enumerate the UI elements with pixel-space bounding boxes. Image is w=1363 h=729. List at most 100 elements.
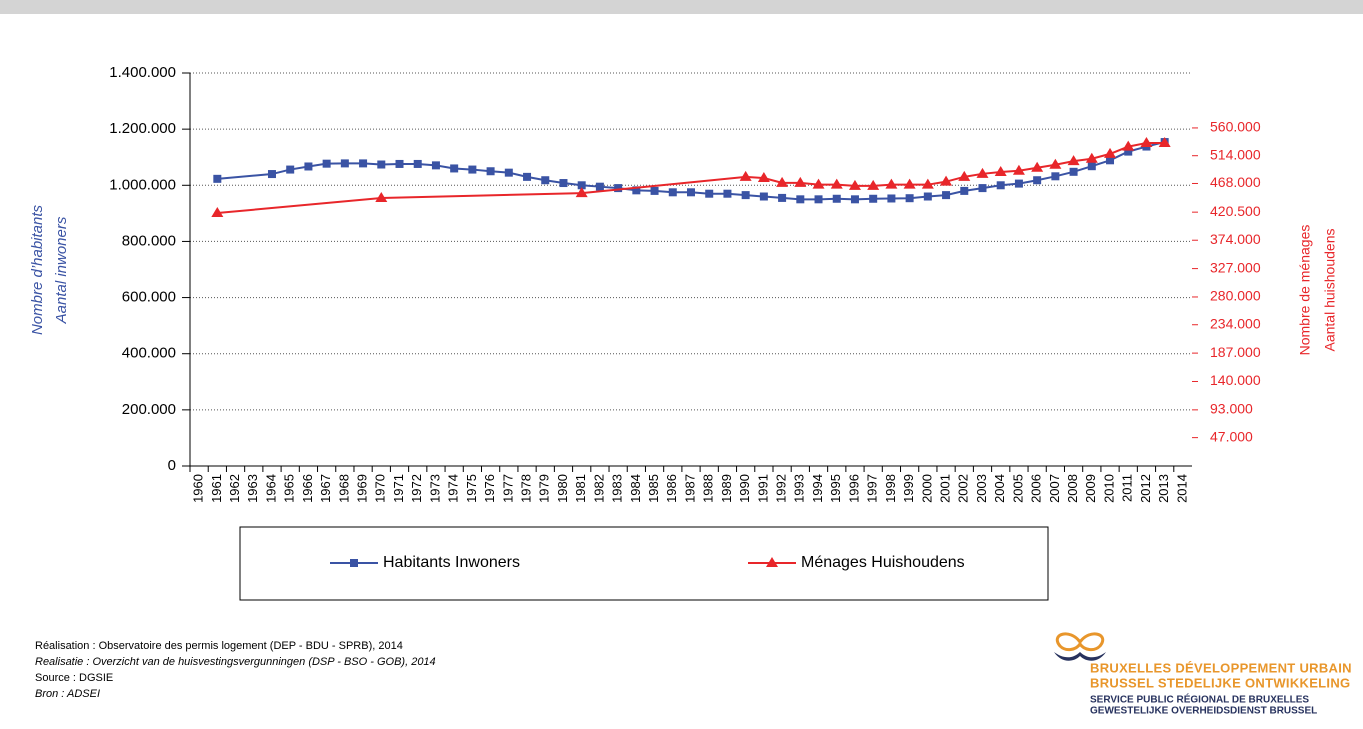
point xyxy=(359,159,368,168)
point xyxy=(213,174,222,183)
x-tick-label: 1974 xyxy=(446,474,461,503)
x-tick-label: 1969 xyxy=(355,474,370,503)
y-tick-label: 0 xyxy=(168,457,176,474)
footer-text: Réalisation : Observatoire des permis lo… xyxy=(35,640,403,652)
x-tick-label: 1973 xyxy=(427,474,442,503)
point xyxy=(812,178,825,189)
y2-tick-label: 93.000 xyxy=(1210,401,1253,417)
point xyxy=(996,181,1005,190)
logo-text: GEWESTELIJKE OVERHEIDSDIENST BRUSSEL xyxy=(1090,706,1317,717)
y-tick-label: 400.000 xyxy=(122,345,176,362)
y2-tick-label: 234.000 xyxy=(1210,315,1261,331)
footer-text: Source : DGSIE xyxy=(35,672,113,684)
y2-tick-label: 140.000 xyxy=(1210,372,1261,388)
x-tick-label: 1985 xyxy=(646,474,661,503)
x-tick-label: 2008 xyxy=(1065,474,1080,503)
x-tick-label: 1982 xyxy=(591,474,606,503)
point xyxy=(1014,179,1023,188)
x-tick-label: 1977 xyxy=(500,474,515,503)
x-tick-label: 1998 xyxy=(883,474,898,503)
point xyxy=(814,195,823,204)
x-tick-label: 1997 xyxy=(865,474,880,503)
x-tick-label: 1971 xyxy=(391,474,406,503)
y2-tick-label: 187.000 xyxy=(1210,344,1261,360)
point xyxy=(1124,147,1133,156)
point xyxy=(705,189,714,198)
point xyxy=(395,159,404,168)
point xyxy=(921,178,934,189)
point xyxy=(575,187,588,198)
point xyxy=(978,184,987,193)
point xyxy=(1069,167,1078,176)
x-tick-label: 2013 xyxy=(1156,474,1171,503)
point xyxy=(757,172,770,183)
x-tick-label: 1975 xyxy=(464,474,479,503)
y2-tick-label: 47.000 xyxy=(1210,428,1253,444)
point xyxy=(832,194,841,203)
legend-label: Ménages Huishoudens xyxy=(801,554,965,571)
point xyxy=(413,159,422,168)
point xyxy=(541,176,550,185)
y2-axis-label: Nombre de ménages xyxy=(1297,225,1313,356)
x-tick-label: 1980 xyxy=(555,474,570,503)
x-tick-label: 2003 xyxy=(974,474,989,503)
x-tick-label: 1964 xyxy=(263,474,278,503)
y-tick-label: 800.000 xyxy=(122,232,176,249)
point xyxy=(1104,147,1117,158)
point xyxy=(1049,158,1062,169)
y-axis-label: Aantal inwoners xyxy=(53,216,70,324)
point xyxy=(905,194,914,203)
point xyxy=(377,160,386,169)
line xyxy=(217,142,1165,215)
x-tick-label: 1983 xyxy=(610,474,625,503)
point xyxy=(1031,161,1044,172)
x-tick-label: 1966 xyxy=(300,474,315,503)
point xyxy=(1067,155,1080,166)
y2-tick-label: 374.000 xyxy=(1210,231,1261,247)
x-tick-label: 1992 xyxy=(774,474,789,503)
footer-text: Realisatie : Overzicht van de huisvestin… xyxy=(35,656,436,668)
x-tick-label: 1995 xyxy=(828,474,843,503)
point xyxy=(830,178,843,189)
point xyxy=(504,168,513,177)
point xyxy=(304,162,313,171)
point xyxy=(739,170,752,181)
point xyxy=(322,159,331,168)
x-tick-label: 2002 xyxy=(956,474,971,503)
x-tick-label: 1989 xyxy=(719,474,734,503)
y2-tick-label: 468.000 xyxy=(1210,174,1261,190)
point xyxy=(848,179,861,190)
x-tick-label: 1961 xyxy=(209,474,224,503)
point xyxy=(577,181,586,190)
point xyxy=(559,179,568,188)
y-tick-label: 1.400.000 xyxy=(109,64,176,81)
y-axis-label: Nombre d’habitants xyxy=(29,204,46,335)
x-tick-label: 1962 xyxy=(227,474,242,503)
point xyxy=(375,191,388,202)
y-tick-label: 1.000.000 xyxy=(109,176,176,193)
point xyxy=(1085,152,1098,163)
point xyxy=(523,172,532,181)
point xyxy=(776,176,789,187)
point xyxy=(614,184,623,193)
point xyxy=(1122,140,1135,151)
x-tick-label: 1996 xyxy=(846,474,861,503)
x-tick-label: 1963 xyxy=(245,474,260,503)
y2-tick-label: 514.000 xyxy=(1210,146,1261,162)
logo-icon xyxy=(1054,632,1106,661)
x-tick-label: 1984 xyxy=(628,474,643,503)
point xyxy=(723,189,732,198)
x-tick-label: 2012 xyxy=(1138,474,1153,503)
point xyxy=(759,192,768,201)
point xyxy=(942,191,951,200)
x-tick-label: 2009 xyxy=(1083,474,1098,503)
x-tick-label: 2000 xyxy=(919,474,934,503)
point xyxy=(468,165,477,174)
point xyxy=(687,188,695,197)
y2-tick-label: 420.500 xyxy=(1210,203,1261,219)
point xyxy=(286,165,295,174)
point xyxy=(450,164,459,173)
x-tick-label: 1990 xyxy=(737,474,752,503)
y-tick-label: 200.000 xyxy=(122,401,176,418)
x-tick-label: 1981 xyxy=(573,474,588,503)
